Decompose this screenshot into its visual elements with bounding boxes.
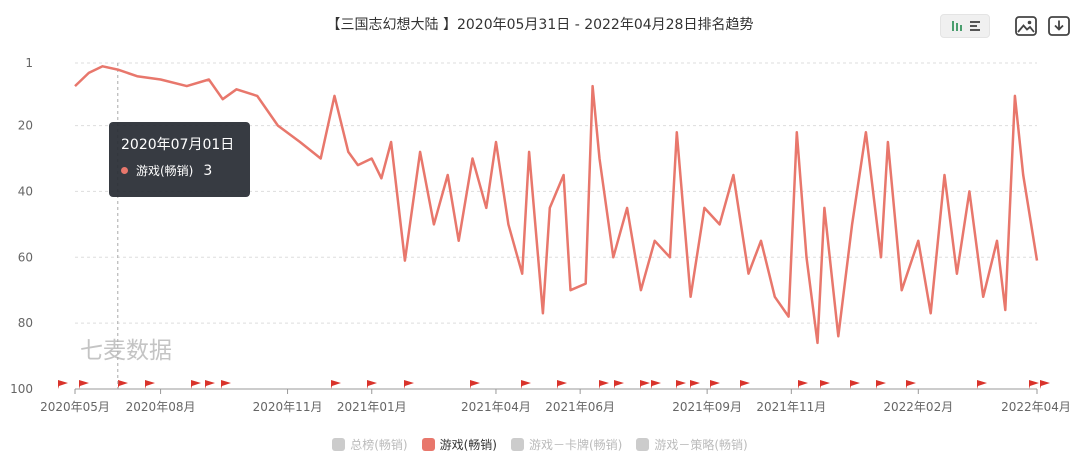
- tooltip: 2020年07月01日 游戏(畅销) 3: [109, 122, 250, 197]
- x-tick-label: 2021年09月: [672, 400, 742, 414]
- watermark: 七麦数据: [80, 338, 172, 364]
- y-tick-label: 1: [25, 56, 33, 70]
- y-tick-label: 40: [18, 184, 33, 198]
- y-tick-label: 60: [18, 250, 33, 264]
- series-line-game-grossing[interactable]: [74, 65, 1039, 345]
- event-flag-marker: [331, 380, 341, 389]
- event-flag-marker: [599, 380, 609, 389]
- event-flag-marker: [977, 380, 987, 389]
- event-flag-marker: [850, 380, 860, 389]
- tooltip-date: 2020年07月01日: [121, 137, 235, 153]
- legend-item[interactable]: 游戏(畅销): [421, 436, 497, 453]
- chart-title: 【三国志幻想大陆 】2020年05月31日 - 2022年04月28日排名趋势: [326, 17, 754, 33]
- x-tick-label: 2021年06月: [545, 400, 615, 414]
- legend-swatch: [511, 438, 524, 451]
- event-flag-marker: [740, 380, 750, 389]
- legend-swatch: [332, 438, 346, 451]
- x-tick-label: 2021年01月: [337, 400, 407, 414]
- tooltip-value: 3: [203, 162, 213, 179]
- event-flag-marker: [710, 380, 720, 389]
- event-flag-marker: [58, 380, 68, 389]
- event-flag-marker: [690, 380, 700, 389]
- x-tick-label: 2021年04月: [461, 400, 531, 414]
- event-flag-marker: [145, 380, 155, 389]
- event-flag-marker: [798, 380, 808, 389]
- event-flag-marker: [820, 380, 830, 389]
- event-flag-marker: [79, 380, 89, 389]
- download-icon[interactable]: [1047, 14, 1071, 38]
- tooltip-series-name: 游戏(畅销): [136, 164, 194, 178]
- event-flag-marker: [651, 380, 661, 389]
- legend-swatch: [636, 438, 650, 451]
- event-flag-marker: [614, 380, 624, 389]
- legend-label: 总榜(畅销): [350, 438, 408, 452]
- legend-label: 游戏(畅销): [439, 438, 497, 452]
- x-tick-label: 2020年08月: [126, 400, 196, 414]
- event-flag-marker: [1040, 380, 1050, 389]
- x-tick-label: 2020年05月: [40, 400, 110, 414]
- y-tick-label: 20: [18, 119, 33, 133]
- legend-item[interactable]: 游戏－策略(畅销): [636, 436, 748, 453]
- legend-swatch: [421, 438, 435, 451]
- event-flag-marker: [221, 380, 231, 389]
- legend-item[interactable]: 游戏－卡牌(畅销): [511, 436, 622, 453]
- event-flag-marker: [1029, 380, 1039, 389]
- bar-list-toggle-icon[interactable]: [940, 14, 990, 38]
- legend-label: 游戏－卡牌(畅销): [529, 438, 623, 452]
- x-tick-label: 2022年04月: [1001, 400, 1071, 414]
- event-flag-marker: [191, 380, 201, 389]
- x-tick-label: 2021年11月: [756, 400, 826, 414]
- event-flag-marker: [876, 380, 886, 389]
- event-flag-marker: [676, 380, 686, 389]
- tooltip-row: 游戏(畅销) 3: [121, 162, 238, 179]
- image-icon[interactable]: [1014, 14, 1038, 38]
- legend-item[interactable]: 总榜(畅销): [332, 436, 408, 453]
- x-tick-label: 2022年02月: [883, 400, 953, 414]
- event-flag-marker: [404, 380, 414, 389]
- event-flag-marker: [906, 380, 916, 389]
- legend: 总榜(畅销) 游戏(畅销) 游戏－卡牌(畅销) 游戏－策略(畅销): [0, 436, 1080, 454]
- event-flag-marker: [118, 380, 128, 389]
- event-flag-marker: [640, 380, 650, 389]
- event-flag-marker: [205, 380, 215, 389]
- x-tick-label: 2020年11月: [253, 400, 323, 414]
- event-flag-marker: [557, 380, 567, 389]
- y-tick-label: 100: [10, 382, 33, 396]
- event-flag-marker: [367, 380, 377, 389]
- event-flag-marker: [470, 380, 480, 389]
- legend-label: 游戏－策略(畅销): [654, 438, 748, 452]
- tooltip-series-dot: [121, 167, 128, 174]
- y-tick-label: 80: [18, 316, 33, 330]
- event-flag-marker: [521, 380, 531, 389]
